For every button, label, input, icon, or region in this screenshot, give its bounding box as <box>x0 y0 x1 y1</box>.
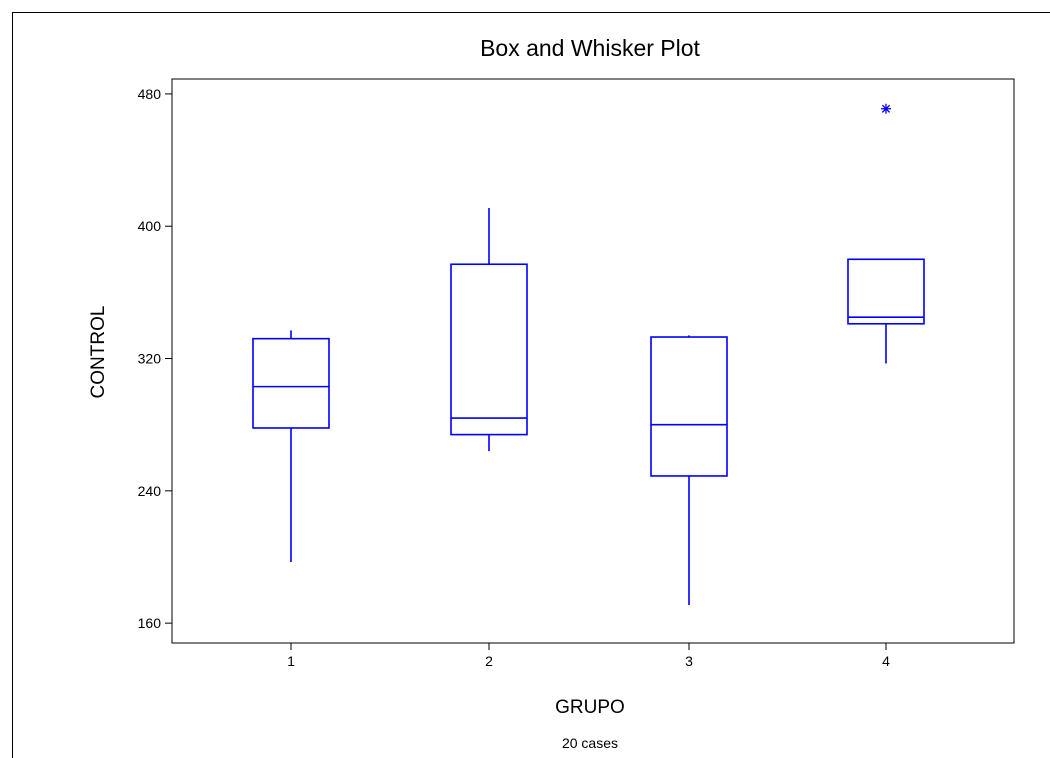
chart-frame <box>12 12 1050 758</box>
x-axis: 1 2 3 4 <box>287 643 890 669</box>
iqr-box <box>252 337 330 429</box>
y-tick-label: 160 <box>138 615 162 631</box>
box-group-1 <box>252 330 330 562</box>
x-tick-label: 3 <box>685 653 693 669</box>
chart-title: Box and Whisker Plot <box>480 35 700 61</box>
iqr-box <box>650 336 728 477</box>
cases-footnote: 20 cases <box>562 735 618 751</box>
x-axis-title: GRUPO <box>555 697 625 718</box>
box-group-2 <box>450 208 528 452</box>
y-tick-label: 400 <box>138 218 162 234</box>
outlier-marker <box>881 103 891 114</box>
outlier-stroke <box>881 104 891 113</box>
y-axis: 480 400 320 240 160 <box>138 86 172 631</box>
y-tick-label: 320 <box>138 351 162 367</box>
box-group-4 <box>847 103 925 364</box>
x-tick-label: 4 <box>882 653 890 669</box>
box-series <box>252 103 925 605</box>
plot-area <box>171 78 1015 644</box>
y-axis-title: CONTROL <box>88 306 109 399</box>
iqr-box <box>450 263 528 436</box>
y-tick-label: 480 <box>138 86 162 102</box>
x-tick-label: 2 <box>485 653 493 669</box>
box-group-3 <box>650 335 728 605</box>
y-tick-label: 240 <box>138 483 162 499</box>
x-tick-label: 1 <box>287 653 295 669</box>
iqr-box <box>847 258 925 325</box>
